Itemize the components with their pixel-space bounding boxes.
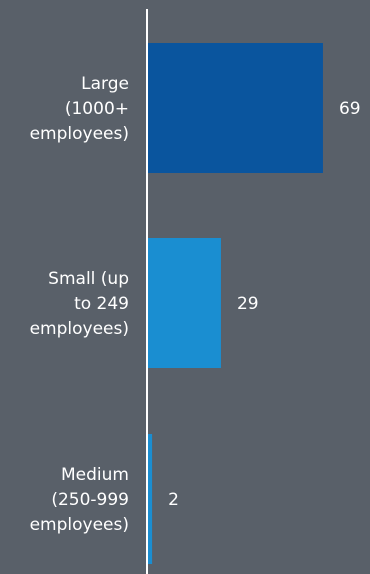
category-label-2-line-0: Medium [61, 465, 129, 485]
bar-0 [147, 43, 323, 173]
category-label-1-line-0: Small (up [48, 269, 129, 289]
data-label-1: 29 [237, 294, 259, 314]
bar-1 [147, 238, 221, 368]
category-label-1-line-1: to 249 [74, 294, 129, 314]
category-label-0-line-0: Large [81, 74, 129, 94]
category-label-2-line-2: employees) [30, 515, 129, 535]
data-label-0: 69 [339, 99, 361, 119]
bar-2 [147, 434, 153, 564]
category-label-0-line-1: (1000+ [65, 99, 129, 119]
category-label-1-line-2: employees) [30, 319, 129, 339]
data-label-2: 2 [168, 490, 179, 510]
category-label-2-line-1: (250-999 [51, 490, 129, 510]
category-label-0-line-2: employees) [30, 124, 129, 144]
